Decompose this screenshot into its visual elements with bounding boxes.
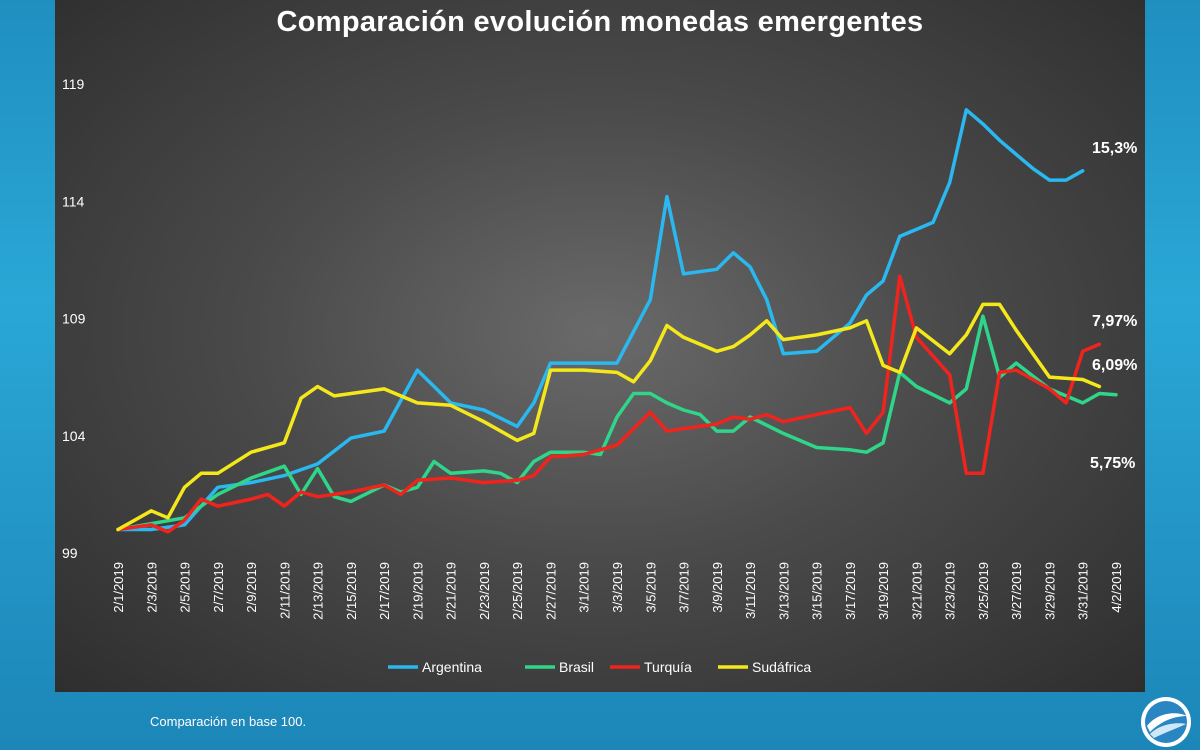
legend-label-sudáfrica: Sudáfrica: [752, 659, 811, 675]
x-tick-label: 3/31/2019: [1076, 562, 1091, 620]
x-tick-label: 2/13/2019: [311, 562, 326, 620]
footnote: Comparación en base 100.: [150, 714, 307, 729]
x-tick-label: 3/19/2019: [876, 562, 891, 620]
series-line-brasil: [116, 314, 1118, 532]
x-tick-label: 2/9/2019: [244, 562, 259, 613]
x-tick-label: 3/17/2019: [843, 562, 858, 620]
x-tick-label: 2/15/2019: [344, 562, 359, 620]
y-tick-label: 114: [62, 193, 85, 209]
series-line-argentina: [116, 108, 1085, 532]
x-tick-label: 2/1/2019: [111, 562, 126, 613]
y-tick-label: 104: [62, 428, 86, 444]
x-tick-label: 3/13/2019: [776, 562, 791, 620]
x-tick-label: 2/21/2019: [444, 562, 459, 620]
x-tick-label: 3/11/2019: [743, 562, 758, 619]
x-tick-label: 3/5/2019: [643, 562, 658, 613]
series-line-sudáfrica: [116, 302, 1102, 532]
end-label-argentina: 15,3%: [1092, 140, 1137, 157]
x-tick-label: 2/19/2019: [410, 562, 425, 620]
x-tick-label: 2/27/2019: [543, 562, 558, 620]
end-label-turquía: 7,97%: [1092, 313, 1137, 330]
x-tick-label: 2/17/2019: [377, 562, 392, 620]
x-tick-label: 3/9/2019: [710, 562, 725, 613]
end-label-brasil: 5,75%: [1090, 455, 1135, 472]
x-tick-label: 3/21/2019: [909, 562, 924, 620]
x-tick-label: 2/7/2019: [211, 562, 226, 613]
x-tick-label: 3/25/2019: [976, 562, 991, 620]
y-tick-label: 119: [62, 76, 85, 92]
x-tick-label: 3/3/2019: [610, 562, 625, 613]
x-tick-label: 2/23/2019: [477, 562, 492, 620]
x-tick-label: 2/5/2019: [178, 562, 193, 613]
x-tick-label: 2/11/2019: [277, 562, 292, 619]
x-tick-label: 3/1/2019: [577, 562, 592, 613]
x-tick-label: 2/3/2019: [144, 562, 159, 613]
series-line-turquía: [116, 274, 1102, 534]
legend-label-argentina: Argentina: [422, 659, 482, 675]
x-tick-label: 3/15/2019: [810, 562, 825, 620]
x-tick-label: 4/2/2019: [1109, 562, 1124, 613]
y-tick-label: 109: [62, 311, 86, 327]
legend-label-brasil: Brasil: [559, 659, 594, 675]
x-tick-label: 3/29/2019: [1042, 562, 1057, 620]
end-label-sudáfrica: 6,09%: [1092, 357, 1137, 374]
x-tick-label: 3/7/2019: [677, 562, 692, 613]
chart-title: Comparación evolución monedas emergentes: [276, 6, 924, 38]
x-tick-label: 3/27/2019: [1009, 562, 1024, 620]
x-tick-label: 3/23/2019: [943, 562, 958, 620]
y-tick-label: 99: [62, 545, 78, 561]
x-tick-label: 2/25/2019: [510, 562, 525, 620]
circular-globe-logo-icon: [1141, 697, 1191, 747]
legend-label-turquía: Turquía: [644, 659, 692, 675]
